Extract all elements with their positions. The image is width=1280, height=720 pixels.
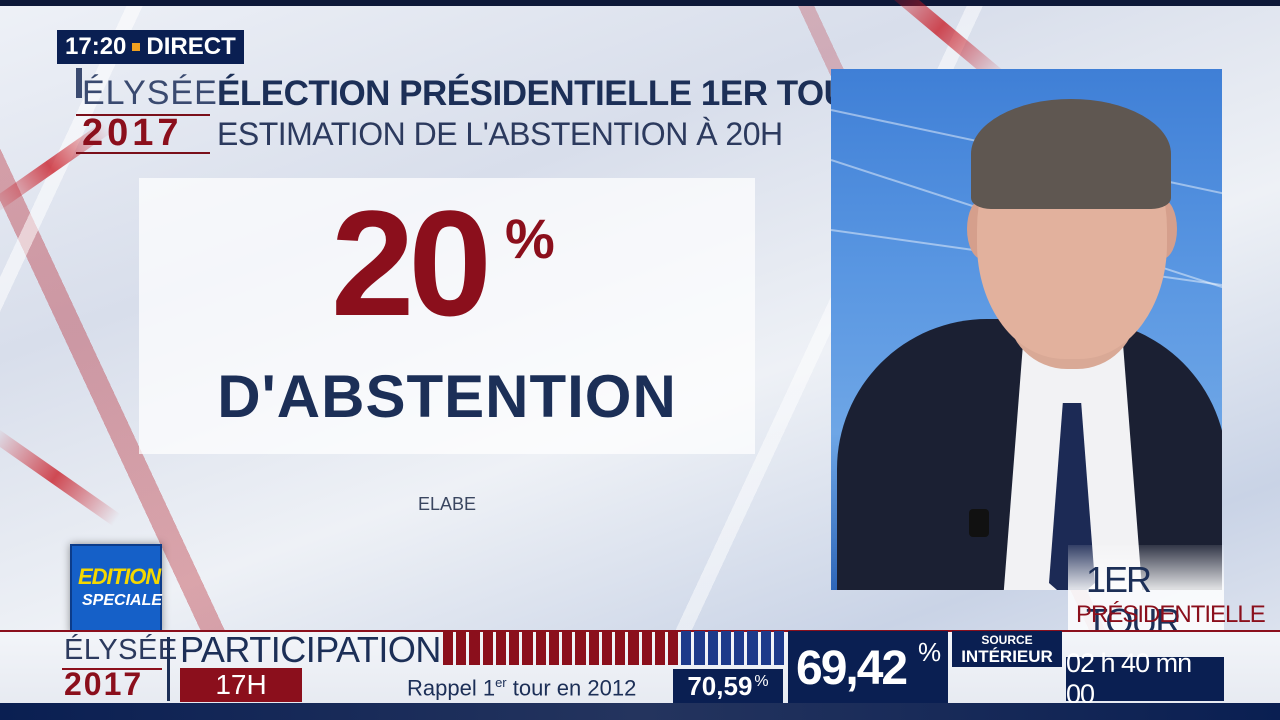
speaker-hair (971, 99, 1171, 209)
participation-segment (628, 631, 639, 665)
logo-divider (76, 114, 210, 116)
participation-segment (773, 631, 785, 665)
result-unit: % (505, 207, 555, 270)
page-title: ÉLECTION PRÉSIDENTIELLE 1ER TOUR (217, 74, 874, 113)
participation-segment (747, 631, 758, 665)
page-subtitle: ESTIMATION DE L'ABSTENTION À 20H (217, 116, 783, 152)
previous-participation: 70,59 % (673, 669, 783, 703)
participation-segment (535, 631, 546, 665)
participation-segment (509, 631, 520, 665)
source-box: SOURCE INTÉRIEUR (952, 631, 1062, 667)
badge-bottom: SPECIALE (82, 592, 163, 609)
logo-year: 2017 (82, 112, 183, 154)
source-label: SOURCE (981, 633, 1033, 647)
participation-segment (654, 631, 665, 665)
participation-segment (482, 631, 493, 665)
ticker-logo-rule (62, 668, 162, 670)
participation-segment (694, 631, 705, 665)
video-feed (831, 69, 1222, 590)
result-value: 20 (331, 179, 492, 347)
ticker-bottom-strip (0, 703, 1280, 720)
participation-segment (601, 631, 613, 665)
previous-unit: % (754, 673, 769, 690)
participation-segment (443, 631, 454, 665)
result-source: ELABE (418, 494, 477, 514)
participation-segment (734, 631, 745, 665)
participation-segment (456, 631, 467, 665)
round-subtitle: PRÉSIDENTIELLE (1076, 601, 1266, 628)
participation-segment (720, 631, 732, 665)
participation-segment (681, 631, 692, 665)
participation-segment (760, 631, 771, 665)
current-unit: % (918, 637, 942, 667)
logo-bar (76, 68, 82, 98)
reminder-sup: er (495, 675, 507, 690)
participation-bar (443, 631, 785, 665)
ticker-logo: ÉLYSÉE 2017 (62, 634, 177, 702)
ticker-separator (167, 637, 170, 701)
header-title-block: ÉLECTION PRÉSIDENTIELLE 1ER TOUR ESTIMAT… (217, 74, 874, 153)
ticker-reminder: Rappel 1er tour en 2012 (407, 675, 636, 701)
participation-segment (575, 631, 586, 665)
participation-segment (641, 631, 652, 665)
logo-underline (76, 152, 210, 154)
result-card: 20 % D'ABSTENTION (139, 178, 755, 454)
edition-speciale-badge: EDITION SPECIALE (70, 544, 162, 634)
badge-top: EDITION (78, 564, 161, 589)
current-value: 69,42 (796, 642, 908, 695)
countdown-clock: 02 h 40 mn 00 (1066, 648, 1224, 709)
live-label: DIRECT (146, 33, 236, 60)
participation-segment (495, 631, 507, 665)
reminder-suffix: tour en 2012 (506, 675, 637, 701)
reminder-prefix: Rappel 1 (407, 675, 496, 701)
participation-segment (469, 631, 480, 665)
current-participation: 69,42 % (788, 631, 948, 703)
participation-segment (615, 631, 626, 665)
participation-segment (548, 631, 560, 665)
ticker-logo-year: 2017 (64, 666, 144, 702)
participation-segment (667, 631, 679, 665)
top-band (0, 0, 1280, 6)
elysee-logo: ÉLYSÉE 2017 (76, 68, 217, 156)
previous-value: 70,59 (687, 670, 753, 701)
live-tag: 17:20 DIRECT (57, 30, 244, 64)
ticker-logo-word: ÉLYSÉE (64, 634, 178, 666)
ticker-title: PARTICIPATION (180, 629, 441, 670)
live-time: 17:20 (65, 33, 127, 60)
ticker-hour: 17H (180, 668, 302, 702)
source-name: INTÉRIEUR (961, 647, 1053, 666)
ticker-top-rule (0, 630, 1280, 632)
participation-segment (522, 631, 533, 665)
participation-segment (588, 631, 599, 665)
result-label: D'ABSTENTION (217, 363, 677, 430)
logo-word: ÉLYSÉE (82, 74, 218, 112)
participation-segment (562, 631, 573, 665)
live-dot-icon (132, 43, 141, 51)
participation-segment (707, 631, 718, 665)
lapel-mic-icon (969, 509, 989, 537)
